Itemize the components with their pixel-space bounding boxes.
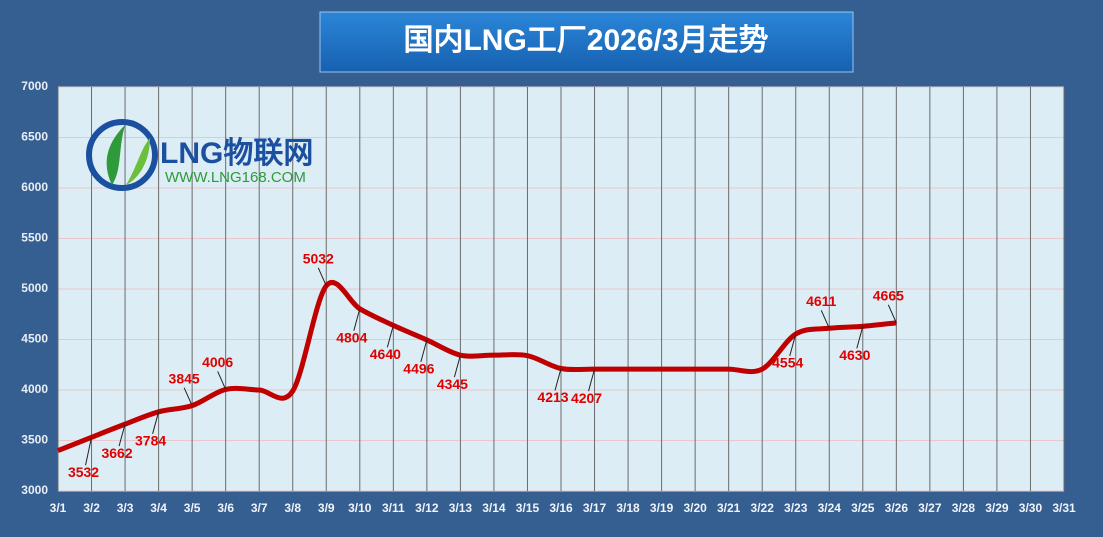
data-label: 4554 (772, 355, 803, 371)
y-tick-label: 5500 (21, 231, 48, 245)
x-tick-label: 3/25 (851, 501, 875, 515)
y-tick-label: 3000 (21, 483, 48, 497)
y-tick-label: 6000 (21, 180, 48, 194)
logo-leaf (126, 138, 150, 185)
x-tick-label: 3/16 (549, 501, 573, 515)
leader-line (856, 326, 864, 349)
x-tick-label: 3/15 (516, 501, 540, 515)
x-tick-label: 3/23 (784, 501, 808, 515)
data-label: 4207 (571, 390, 602, 406)
x-tick-label: 3/8 (284, 501, 301, 515)
data-label: 4213 (537, 389, 568, 405)
x-tick-label: 3/14 (482, 501, 506, 515)
data-label: 4611 (806, 293, 837, 309)
x-tick-label: 3/7 (251, 501, 268, 515)
leader-line (386, 325, 394, 348)
leader-line (85, 437, 93, 466)
leader-line (820, 310, 830, 329)
data-label: 5032 (303, 250, 334, 266)
x-tick-label: 3/27 (918, 501, 942, 515)
x-tick-label: 3/24 (818, 501, 842, 515)
logo-leaf (106, 125, 125, 185)
data-label: 4496 (403, 361, 434, 377)
leader-line (217, 371, 227, 390)
logo-name: LNG物联网 (160, 137, 313, 170)
x-tick-label: 3/30 (1019, 501, 1043, 515)
x-tick-label: 3/21 (717, 501, 741, 515)
line (57, 280, 897, 453)
x-tick-label: 3/5 (184, 501, 201, 515)
x-tick-label: 3/9 (318, 501, 335, 515)
chart-title: 国内LNG工厂2026/3月走势 (403, 24, 768, 57)
x-tick-label: 3/1 (50, 501, 67, 515)
x-tick-label: 3/2 (83, 501, 100, 515)
leader-line (353, 308, 361, 331)
y-tick-label: 7000 (21, 79, 48, 93)
data-label: 4345 (437, 376, 468, 392)
data-label: 3784 (135, 433, 166, 449)
leader-line (588, 368, 596, 392)
y-tick-label: 5000 (21, 281, 48, 295)
leader-line (420, 339, 428, 363)
leader-line (118, 424, 126, 447)
leader-line (152, 411, 160, 434)
leader-line (317, 267, 327, 286)
data-label: 4640 (370, 346, 401, 362)
x-tick-label: 3/31 (1052, 501, 1076, 515)
x-tick-label: 3/20 (683, 501, 707, 515)
data-label: 4804 (336, 329, 367, 345)
logo: LNG物联网 WWW.LNG168.COM (86, 119, 313, 191)
leader-line (183, 387, 193, 406)
leader-line (887, 304, 897, 324)
x-tick-label: 3/17 (583, 501, 607, 515)
x-tick-label: 3/3 (117, 501, 134, 515)
leader-line (453, 355, 461, 378)
data-label: 4006 (202, 354, 233, 370)
logo-url: WWW.LNG168.COM (165, 169, 306, 186)
x-tick-label: 3/28 (952, 501, 976, 515)
x-tick-label: 3/11 (382, 501, 405, 515)
x-tick-label: 3/18 (616, 501, 640, 515)
x-tick-label: 3/13 (449, 501, 473, 515)
x-tick-label: 3/12 (415, 501, 439, 515)
title-box (319, 11, 854, 73)
x-tick-label: 3/26 (885, 501, 909, 515)
logo-ring (86, 119, 158, 191)
x-tick-label: 3/10 (348, 501, 372, 515)
y-tick-label: 4500 (21, 332, 48, 346)
data-label: 4630 (839, 347, 870, 363)
x-tick-label: 3/6 (217, 501, 234, 515)
data-label: 3845 (169, 370, 200, 386)
leader-line (789, 333, 797, 357)
x-tick-label: 3/29 (985, 501, 1009, 515)
data-label: 3662 (101, 445, 132, 461)
y-tick-label: 6500 (21, 130, 48, 144)
x-tick-label: 3/22 (751, 501, 775, 515)
x-tick-label: 3/4 (150, 501, 167, 515)
leader-line (554, 368, 562, 391)
y-tick-label: 3500 (21, 433, 48, 447)
x-tick-label: 3/19 (650, 501, 674, 515)
y-tick-label: 4000 (21, 382, 48, 396)
data-label: 4665 (873, 288, 904, 304)
data-label: 3532 (68, 464, 99, 480)
